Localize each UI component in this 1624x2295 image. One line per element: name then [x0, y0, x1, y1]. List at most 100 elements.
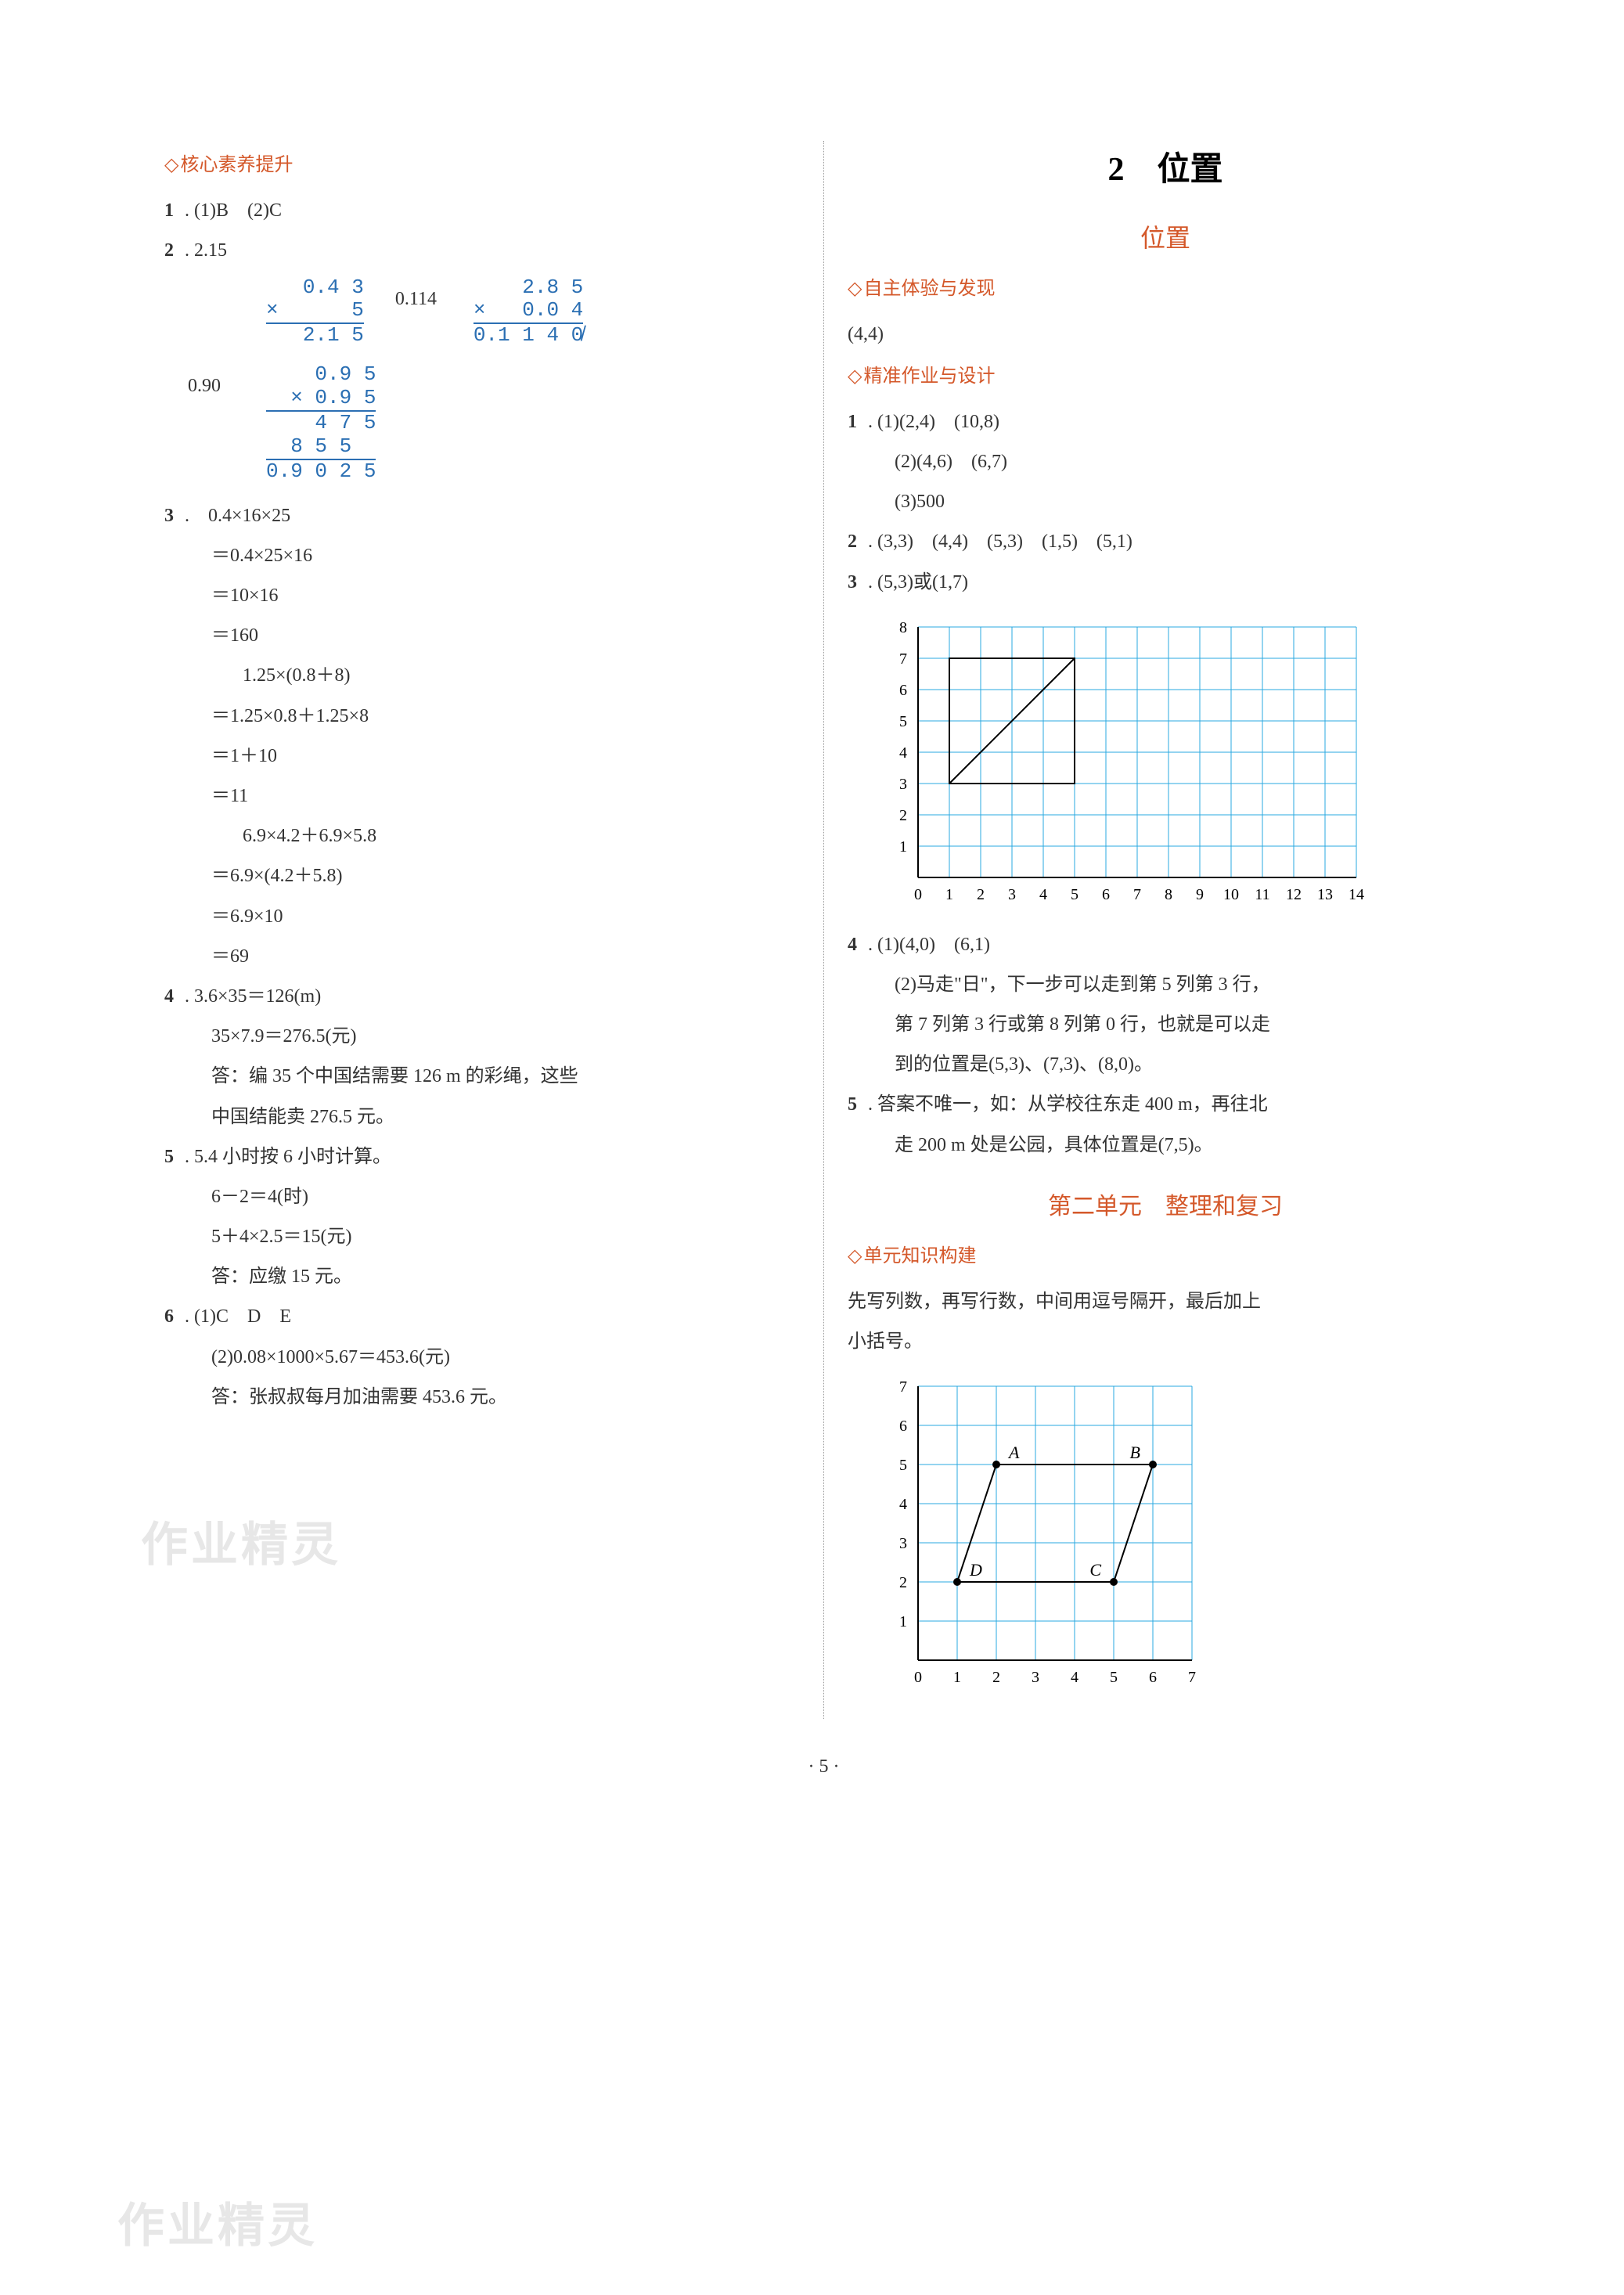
svg-text:2: 2	[899, 1574, 907, 1591]
svg-text:8: 8	[1165, 886, 1172, 903]
grid-chart-2: ABCD012345671234567	[879, 1371, 1483, 1699]
svg-text:6: 6	[899, 1418, 907, 1435]
calc-step: ＝6.9×(4.2＋5.8)	[164, 859, 800, 893]
q-text: 走 200 m 处是公园，具体位置是(7,5)。	[848, 1129, 1483, 1162]
review-title: 第二单元 整理和复习	[848, 1186, 1483, 1228]
q-text: . (5,3)或(1,7)	[868, 572, 968, 593]
answer-text: 答：张叔叔每月加油需要 453.6 元。	[164, 1381, 800, 1414]
svg-text:7: 7	[899, 650, 907, 668]
q-text: 到的位置是(5,3)、(7,3)、(8,0)。	[848, 1048, 1483, 1082]
calc-label: 0.90	[188, 363, 235, 403]
section-title: 精准作业与设计	[848, 360, 1483, 394]
sec1-answer: (4,4)	[848, 318, 1483, 351]
q-text: . (1)C D E	[185, 1306, 291, 1327]
q-text: . 0.4×16×25	[185, 506, 290, 526]
q-num: 4	[164, 980, 185, 1014]
svg-text:4: 4	[899, 744, 907, 762]
q-num: 1	[164, 194, 185, 228]
q-num: 4	[848, 928, 868, 962]
calc-row-1: 0.4 3 × 5 2.1 5 0.114 2.8 5 × 0.0 4 0.1 …	[188, 276, 800, 348]
svg-text:3: 3	[1008, 886, 1016, 903]
calc-row-2: 0.90 0.9 5 × 0.9 5 4 7 5 8 5 5 0.9 0 2 5	[188, 363, 800, 483]
q4: 4. 3.6×35＝126(m)	[164, 980, 800, 1014]
vertical-mult-3: 0.9 5 × 0.9 5 4 7 5 8 5 5 0.9 0 2 5	[266, 363, 376, 483]
section-title: 核心素养提升	[164, 149, 800, 182]
sec3-text: 先写列数，再写行数，中间用逗号隔开，最后加上	[848, 1285, 1483, 1319]
q-num: 2	[848, 525, 868, 559]
q-num: 6	[164, 1300, 185, 1334]
svg-text:7: 7	[899, 1378, 907, 1396]
q-text: (3)500	[848, 485, 1483, 519]
q5: 5. 答案不唯一，如：从学校往东走 400 m，再往北	[848, 1088, 1483, 1122]
q-text: . (1)(2,4) (10,8)	[868, 412, 999, 432]
q2: 2. (3,3) (4,4) (5,3) (1,5) (5,1)	[848, 525, 1483, 559]
q-text: 第 7 列第 3 行或第 8 列第 0 行，也就是可以走	[848, 1008, 1483, 1042]
calc-step: (2)0.08×1000×5.67＝453.6(元)	[164, 1341, 800, 1374]
answer-text: 中国结能卖 276.5 元。	[164, 1101, 800, 1134]
q3: 3. 0.4×16×25	[164, 499, 800, 533]
calc-step: ＝1.25×0.8＋1.25×8	[164, 700, 800, 733]
svg-text:8: 8	[899, 619, 907, 636]
grid-chart-1: 0123456789101112131412345678	[879, 611, 1483, 909]
svg-text:9: 9	[1196, 886, 1204, 903]
q-num: 3	[164, 499, 185, 533]
sec3-text: 小括号。	[848, 1325, 1483, 1359]
vertical-mult-2: 2.8 5 × 0.0 4 0.1 1 4 0̸	[474, 276, 583, 348]
svg-text:5: 5	[899, 713, 907, 730]
q-text: . 3.6×35＝126(m)	[185, 986, 321, 1007]
svg-text:2: 2	[899, 807, 907, 824]
svg-text:B: B	[1130, 1443, 1140, 1462]
svg-text:1: 1	[953, 1669, 961, 1686]
q-num: 2	[164, 234, 185, 268]
svg-text:6: 6	[1102, 886, 1110, 903]
answer-text: 答：应缴 15 元。	[164, 1260, 800, 1294]
q2: 2. 2.15	[164, 234, 800, 268]
svg-text:6: 6	[899, 682, 907, 699]
answer-text: 答：编 35 个中国结需要 126 m 的彩绳，这些	[164, 1060, 800, 1093]
svg-text:13: 13	[1317, 886, 1333, 903]
calc-step: 35×7.9＝276.5(元)	[164, 1020, 800, 1054]
svg-text:4: 4	[1071, 1669, 1078, 1686]
svg-text:C: C	[1089, 1560, 1101, 1580]
vertical-mult-1: 0.4 3 × 5 2.1 5	[266, 276, 364, 348]
svg-text:2: 2	[977, 886, 985, 903]
section-title: 自主体验与发现	[848, 272, 1483, 306]
svg-text:1: 1	[899, 1613, 907, 1630]
calc-step: 1.25×(0.8＋8)	[164, 659, 800, 693]
calc-step: 6－2＝4(时)	[164, 1180, 800, 1214]
calc-step: 6.9×4.2＋6.9×5.8	[164, 820, 800, 853]
calc-step: ＝160	[164, 619, 800, 653]
svg-text:1: 1	[899, 838, 907, 856]
svg-text:2: 2	[992, 1669, 1000, 1686]
calc-step: 5＋4×2.5＝15(元)	[164, 1220, 800, 1254]
q-num: 5	[164, 1140, 185, 1174]
calc-label	[188, 276, 235, 283]
svg-text:0: 0	[914, 886, 922, 903]
svg-text:3: 3	[899, 1535, 907, 1552]
q5: 5. 5.4 小时按 6 小时计算。	[164, 1140, 800, 1174]
q-num: 1	[848, 405, 868, 439]
q-num: 5	[848, 1088, 868, 1122]
svg-text:4: 4	[1039, 886, 1047, 903]
svg-text:5: 5	[1071, 886, 1078, 903]
svg-text:5: 5	[1110, 1669, 1118, 1686]
svg-text:5: 5	[899, 1457, 907, 1474]
q-text: . 2.15	[185, 240, 227, 261]
calc-step: ＝69	[164, 940, 800, 974]
calc-step: ＝1＋10	[164, 740, 800, 773]
svg-text:10: 10	[1223, 886, 1239, 903]
page-number: · 5 ·	[141, 1750, 1507, 1784]
calc-step: ＝11	[164, 780, 800, 813]
q-num: 3	[848, 566, 868, 600]
svg-text:14: 14	[1349, 886, 1364, 903]
unit-title: 2 位置	[848, 141, 1483, 200]
svg-text:1: 1	[945, 886, 953, 903]
right-column: 2 位置 位置 自主体验与发现 (4,4) 精准作业与设计 1. (1)(2,4…	[824, 141, 1507, 1719]
svg-text:7: 7	[1133, 886, 1141, 903]
svg-text:11: 11	[1255, 886, 1269, 903]
q-text: . (1)B (2)C	[185, 200, 282, 221]
watermark: 作业精灵	[117, 2184, 318, 2268]
q-text: (2)马走"日"，下一步可以走到第 5 列第 3 行，	[848, 968, 1483, 1002]
svg-text:12: 12	[1286, 886, 1302, 903]
q-text: . (1)(4,0) (6,1)	[868, 935, 990, 955]
